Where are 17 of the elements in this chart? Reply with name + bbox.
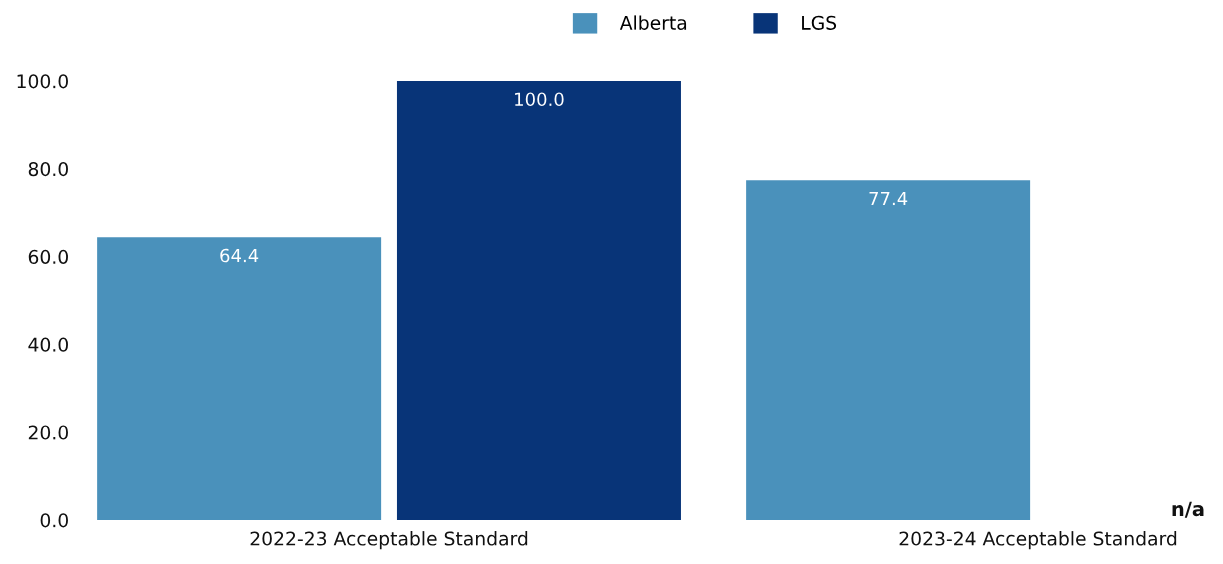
y-tick-label: 100.0: [17, 74, 68, 89]
data-label: 64.4: [220, 248, 259, 263]
data-label: 100.0: [515, 92, 564, 107]
y-tick-label: 20.0: [28, 425, 68, 440]
y-tick-label: 60.0: [28, 249, 68, 264]
bar: [97, 237, 382, 520]
bar: [396, 81, 681, 520]
y-tick-label: 0.0: [40, 513, 68, 528]
x-tick-label: 2022-23 Acceptable Standard: [250, 531, 528, 550]
legend-label: LGS: [802, 15, 837, 30]
x-tick-label: 2023-24 Acceptable Standard: [899, 531, 1177, 550]
legend-label: Alberta: [619, 15, 687, 30]
bar: [746, 180, 1031, 520]
y-tick-label: 40.0: [28, 337, 68, 352]
text: n/a: [1172, 501, 1204, 518]
data-label: 77.4: [869, 191, 908, 206]
y-tick-label: 80.0: [28, 162, 68, 177]
